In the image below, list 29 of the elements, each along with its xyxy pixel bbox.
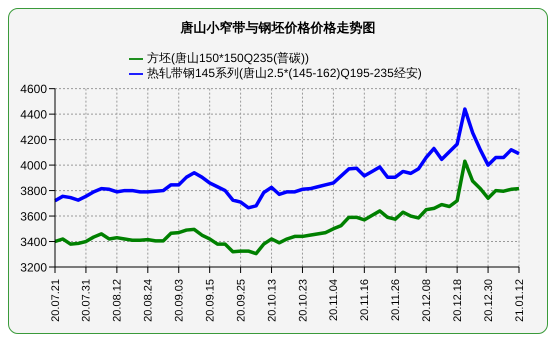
x-tick-label: 20.11.04: [328, 279, 340, 322]
y-tick-label: 4200: [20, 132, 48, 147]
y-tick-label: 3200: [20, 260, 48, 274]
x-tick-label: 20.10.23: [297, 279, 310, 322]
x-tick-label: 20.11.16: [359, 279, 372, 322]
legend-label: 方坯(唐山150*150Q235(普碳)): [147, 51, 310, 65]
legend-label: 热轧带钢145系列(唐山2.5*(145-162)Q195-235经安): [147, 66, 422, 80]
x-tick-label: 20.07.21: [50, 279, 62, 322]
x-tick-label: 20.07.31: [80, 279, 93, 322]
x-tick-label: 21.01.12: [514, 279, 526, 322]
x-tick-label: 20.12.08: [421, 279, 434, 322]
y-tick-label: 3800: [20, 184, 48, 198]
x-tick-label: 20.08.12: [112, 279, 124, 322]
x-tick-label: 20.09.03: [174, 279, 186, 322]
y-tick-label: 3600: [20, 209, 48, 224]
x-tick-label: 20.08.24: [142, 279, 155, 322]
x-tick-label: 20.12.18: [452, 279, 464, 322]
x-tick-label: 20.09.25: [235, 279, 248, 322]
y-tick-label: 3400: [20, 234, 48, 249]
y-tick-label: 4000: [20, 158, 48, 172]
chart-title: 唐山小窄带与钢坯价格价格走势图: [180, 19, 376, 37]
line-series: [53, 107, 521, 210]
x-tick-label: 20.10.13: [266, 279, 278, 322]
y-tick-label: 4600: [20, 82, 48, 96]
x-tick-label: 20.12.30: [482, 279, 495, 322]
line-series: [53, 160, 521, 256]
x-tick-label: 20.11.26: [390, 279, 402, 322]
y-tick-label: 4400: [20, 107, 48, 122]
x-tick-label: 20.09.15: [204, 279, 216, 322]
